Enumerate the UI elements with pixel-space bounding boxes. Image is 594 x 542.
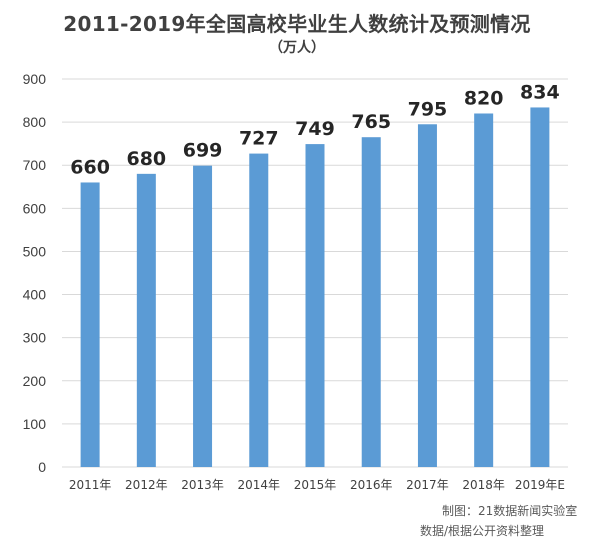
data-label: 834 <box>520 81 560 103</box>
data-labels: 660 680 699 727 749 765 795 820 834 <box>70 81 559 178</box>
bar <box>417 124 437 468</box>
data-label: 765 <box>351 111 391 133</box>
y-tick-label: 100 <box>23 416 47 432</box>
x-axis-tick-labels: 2011年 2012年 2013年 2014年 2015年 2016年 2017年 2018年… <box>69 478 565 492</box>
x-tick-label: 2011年 <box>69 478 112 492</box>
y-tick-label: 800 <box>23 114 47 130</box>
y-tick-label: 900 <box>23 71 47 87</box>
y-tick-label: 200 <box>23 373 47 389</box>
x-tick-label: 2016年 <box>350 478 393 492</box>
bar <box>193 165 213 468</box>
y-axis-tick-labels: 0 100 200 300 400 500 600 700 800 900 <box>23 71 47 475</box>
chart-subtitle: （万人） <box>269 40 325 56</box>
data-label: 699 <box>183 140 223 162</box>
data-label: 820 <box>464 87 504 109</box>
x-tick-label: 2012年 <box>125 478 168 492</box>
bar <box>136 173 156 467</box>
bar <box>305 144 325 467</box>
source-line: 数据/根据公开资料整理 <box>420 524 545 538</box>
data-label: 727 <box>239 128 279 150</box>
x-tick-label: 2017年 <box>406 478 449 492</box>
bar <box>249 153 269 468</box>
y-tick-label: 700 <box>23 157 47 173</box>
credit-line: 制图：21数据新闻实验室 <box>442 504 578 518</box>
x-tick-label: 2013年 <box>181 478 224 492</box>
x-tick-label: 2015年 <box>294 478 337 492</box>
chart-title: 2011-2019年全国高校毕业生人数统计及预测情况 <box>63 12 531 36</box>
x-tick-label: 2018年 <box>462 478 505 492</box>
x-tick-label: 2019年E <box>515 478 565 492</box>
x-tick-label: 2014年 <box>238 478 281 492</box>
bar <box>361 137 381 467</box>
bar <box>80 182 100 467</box>
bar <box>474 113 494 467</box>
data-label: 660 <box>70 156 110 178</box>
data-label: 749 <box>295 118 335 140</box>
y-tick-label: 600 <box>23 200 47 216</box>
bar <box>530 107 550 467</box>
y-tick-label: 400 <box>23 287 47 303</box>
data-label: 795 <box>408 98 448 120</box>
bars <box>80 107 550 468</box>
data-label: 680 <box>126 148 166 170</box>
y-tick-label: 500 <box>23 243 47 259</box>
y-tick-label: 0 <box>38 459 46 475</box>
y-tick-label: 300 <box>23 330 47 346</box>
